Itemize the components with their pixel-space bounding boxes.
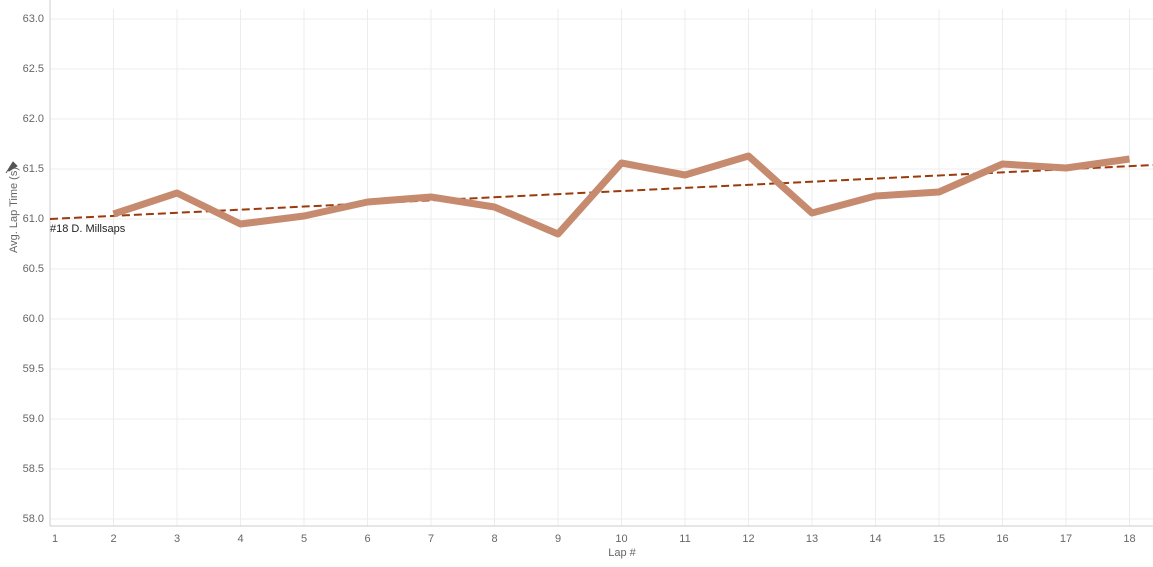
y-tick-label: 58.5 xyxy=(23,463,44,475)
x-tick-label: 12 xyxy=(742,533,754,545)
y-tick-label: 59.0 xyxy=(23,413,44,425)
x-tick-label: 8 xyxy=(491,533,497,545)
trend-line xyxy=(49,164,1153,220)
x-axis-label: Lap # xyxy=(608,547,636,559)
x-tick-label: 16 xyxy=(996,533,1008,545)
y-tick-label: 62.5 xyxy=(23,63,44,75)
series-label: #18 D. Millsaps xyxy=(50,223,126,235)
x-tick-label: 14 xyxy=(869,533,881,545)
y-tick-label: 59.5 xyxy=(23,363,44,375)
x-tick-label: 2 xyxy=(110,533,116,545)
x-tick-label: 1 xyxy=(52,533,58,545)
x-tick-label: 18 xyxy=(1123,533,1135,545)
pin-icon[interactable] xyxy=(5,161,18,174)
x-tick-label: 15 xyxy=(933,533,945,545)
series-line xyxy=(112,152,1130,238)
y-axis-label: Avg. Lap Time (s) xyxy=(8,167,20,253)
y-tick-label: 61.5 xyxy=(23,163,44,175)
y-tick-label: 58.0 xyxy=(23,513,44,525)
x-tick-label: 10 xyxy=(615,533,627,545)
x-tick-label: 17 xyxy=(1060,533,1072,545)
x-tick-label: 5 xyxy=(301,533,307,545)
x-tick-label: 7 xyxy=(428,533,434,545)
x-tick-label: 13 xyxy=(806,533,818,545)
y-tick-label: 60.5 xyxy=(23,263,44,275)
y-tick-label: 63.0 xyxy=(23,13,44,25)
x-tick-label: 3 xyxy=(174,533,180,545)
x-tick-label: 6 xyxy=(364,533,370,545)
y-tick-label: 61.0 xyxy=(23,213,44,225)
x-tick-label: 9 xyxy=(555,533,561,545)
x-tick-label: 4 xyxy=(237,533,243,545)
y-tick-label: 62.0 xyxy=(23,113,44,125)
x-tick-label: 11 xyxy=(679,533,690,545)
y-tick-label: 60.0 xyxy=(23,313,44,325)
